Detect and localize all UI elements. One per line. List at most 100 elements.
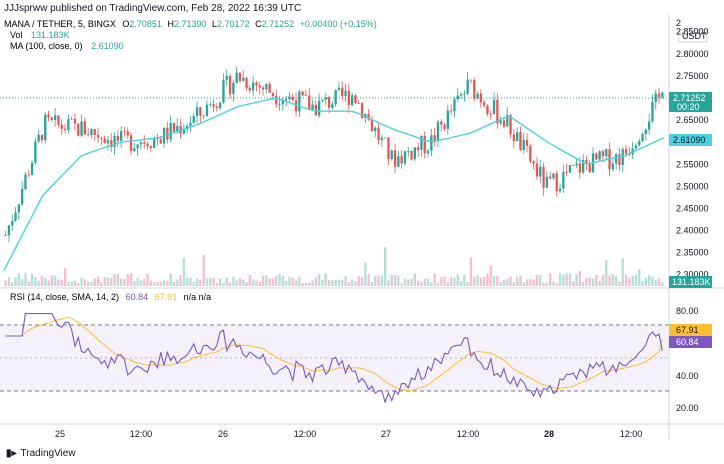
volume-bar bbox=[215, 282, 219, 286]
currency-badge[interactable] bbox=[678, 29, 708, 43]
open-value: 2.70851 bbox=[129, 19, 162, 29]
volume-bar bbox=[242, 279, 245, 286]
candle-body bbox=[255, 82, 258, 86]
volume-bar bbox=[110, 278, 113, 286]
candle-body bbox=[367, 113, 370, 120]
volume-bar bbox=[578, 271, 582, 286]
candle-body bbox=[496, 99, 499, 124]
candle-body bbox=[519, 132, 522, 151]
candle-body bbox=[542, 166, 545, 188]
volume-bar bbox=[60, 280, 63, 286]
volume-bar bbox=[255, 280, 258, 286]
candle-body bbox=[106, 140, 110, 144]
candle-body bbox=[27, 174, 30, 176]
volume-bar bbox=[265, 275, 268, 286]
volume-bar bbox=[621, 258, 624, 286]
candle-body bbox=[251, 82, 255, 91]
candle-body bbox=[410, 151, 413, 160]
candle-body bbox=[341, 87, 344, 97]
candle-body bbox=[37, 134, 40, 142]
candle-body bbox=[93, 129, 96, 135]
candle-body bbox=[291, 96, 294, 101]
candle-body bbox=[456, 95, 459, 100]
volume-bar bbox=[225, 277, 228, 286]
candle-body bbox=[284, 98, 288, 101]
candle-body bbox=[638, 141, 641, 146]
candle-body bbox=[512, 134, 516, 142]
volume-bar bbox=[238, 278, 242, 286]
ma-badge bbox=[669, 134, 712, 146]
volume-bar bbox=[509, 276, 512, 286]
candle-body bbox=[331, 104, 334, 108]
volume-bar bbox=[294, 280, 298, 286]
candle-body bbox=[492, 99, 496, 115]
time-label-26-1200: 12:00 bbox=[294, 429, 317, 439]
close-label: C bbox=[255, 19, 262, 29]
candle-body bbox=[205, 104, 209, 117]
candle-body bbox=[548, 176, 552, 179]
volume-bar bbox=[506, 278, 509, 286]
volume-bar bbox=[413, 273, 417, 286]
candle-body bbox=[651, 102, 654, 122]
time-label-25: 25 bbox=[55, 429, 65, 439]
candle-body bbox=[225, 75, 228, 81]
volume-bar bbox=[585, 278, 588, 286]
close-value: 2.71252 bbox=[262, 19, 295, 29]
volume-bar bbox=[426, 278, 430, 286]
volume-bar bbox=[228, 282, 232, 286]
candle-body bbox=[77, 123, 80, 136]
candle-body bbox=[644, 129, 648, 134]
volume-bar bbox=[575, 274, 578, 286]
candle-body bbox=[258, 85, 261, 88]
volume-bar bbox=[634, 274, 638, 286]
volume-bar bbox=[93, 278, 96, 286]
volume-bar bbox=[77, 282, 80, 286]
volume-bar bbox=[159, 281, 162, 286]
volume-bar bbox=[275, 275, 278, 286]
volume-bar bbox=[156, 281, 159, 286]
candles[interactable] bbox=[4, 67, 664, 243]
volume-bar bbox=[205, 278, 209, 286]
volume-bar bbox=[542, 282, 545, 286]
vol-label: Vol bbox=[10, 30, 23, 40]
volume-bar bbox=[661, 282, 664, 286]
candle-body bbox=[202, 115, 205, 117]
candle-body bbox=[595, 153, 598, 160]
volume-bar bbox=[14, 277, 17, 286]
candle-body bbox=[152, 138, 156, 148]
candle-body bbox=[400, 156, 403, 164]
low-value: 2.70172 bbox=[217, 19, 250, 29]
rsi-value: 60.84 bbox=[126, 292, 149, 302]
volume-bar bbox=[185, 277, 189, 286]
volume-bar bbox=[83, 279, 87, 286]
volume-bar bbox=[119, 278, 123, 286]
candle-body bbox=[440, 121, 443, 125]
time-axis[interactable]: 25 12:00 26 12:00 27 12:00 28 12:00 bbox=[55, 429, 642, 439]
volume-bar bbox=[284, 281, 288, 286]
candle-body bbox=[506, 114, 509, 127]
volume-bar bbox=[245, 281, 248, 286]
candle-body bbox=[473, 80, 476, 99]
candle-body bbox=[641, 133, 644, 142]
open-label: O bbox=[122, 19, 129, 29]
high-label: H bbox=[167, 19, 174, 29]
candle-body bbox=[195, 107, 199, 117]
candle-body bbox=[278, 103, 281, 105]
volume-bar bbox=[189, 277, 192, 286]
tradingview-brand[interactable]: ▮▸ TradingView bbox=[6, 448, 76, 459]
candle-body bbox=[261, 87, 265, 90]
candle-body bbox=[60, 124, 63, 129]
vol-value: 131.183K bbox=[31, 30, 70, 40]
volume-bar bbox=[400, 282, 403, 286]
volume-bar bbox=[502, 279, 506, 286]
volume-bar bbox=[383, 247, 387, 286]
price-tick-0: 2.85000 bbox=[676, 27, 709, 37]
candle-body bbox=[242, 77, 245, 81]
volume-bar bbox=[63, 268, 67, 286]
currency-label: USDT bbox=[682, 31, 707, 41]
volume-bar bbox=[647, 275, 651, 286]
volume-bar bbox=[390, 275, 393, 286]
volume-bar bbox=[443, 276, 446, 286]
candle-body bbox=[337, 87, 341, 90]
